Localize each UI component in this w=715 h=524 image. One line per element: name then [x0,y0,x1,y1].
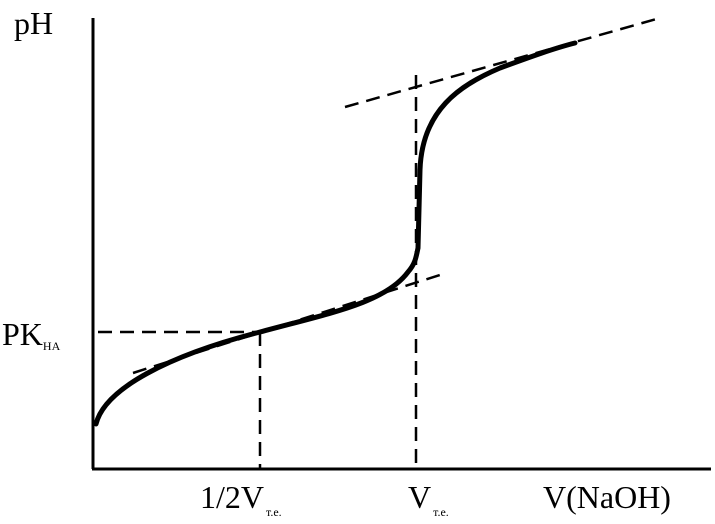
pka-label: PKHA [2,316,61,353]
pka-label-main: PK [2,316,43,352]
upper-tangent-line [344,16,661,109]
half-equivalence-label: 1/2V т.е. [200,479,282,519]
equivalence-label-main: V [408,479,431,515]
y-axis-label: pH [14,5,53,41]
titration-curve [93,40,578,427]
pka-label-subscript: HA [43,339,61,353]
dashed-guides [98,16,661,469]
half-equivalence-label-main: 1/2V [200,479,264,515]
equivalence-label-subscript: т.е. [433,505,449,519]
x-axis-label: V(NaOH) [543,479,671,515]
half-equivalence-label-subscript: т.е. [266,505,282,519]
